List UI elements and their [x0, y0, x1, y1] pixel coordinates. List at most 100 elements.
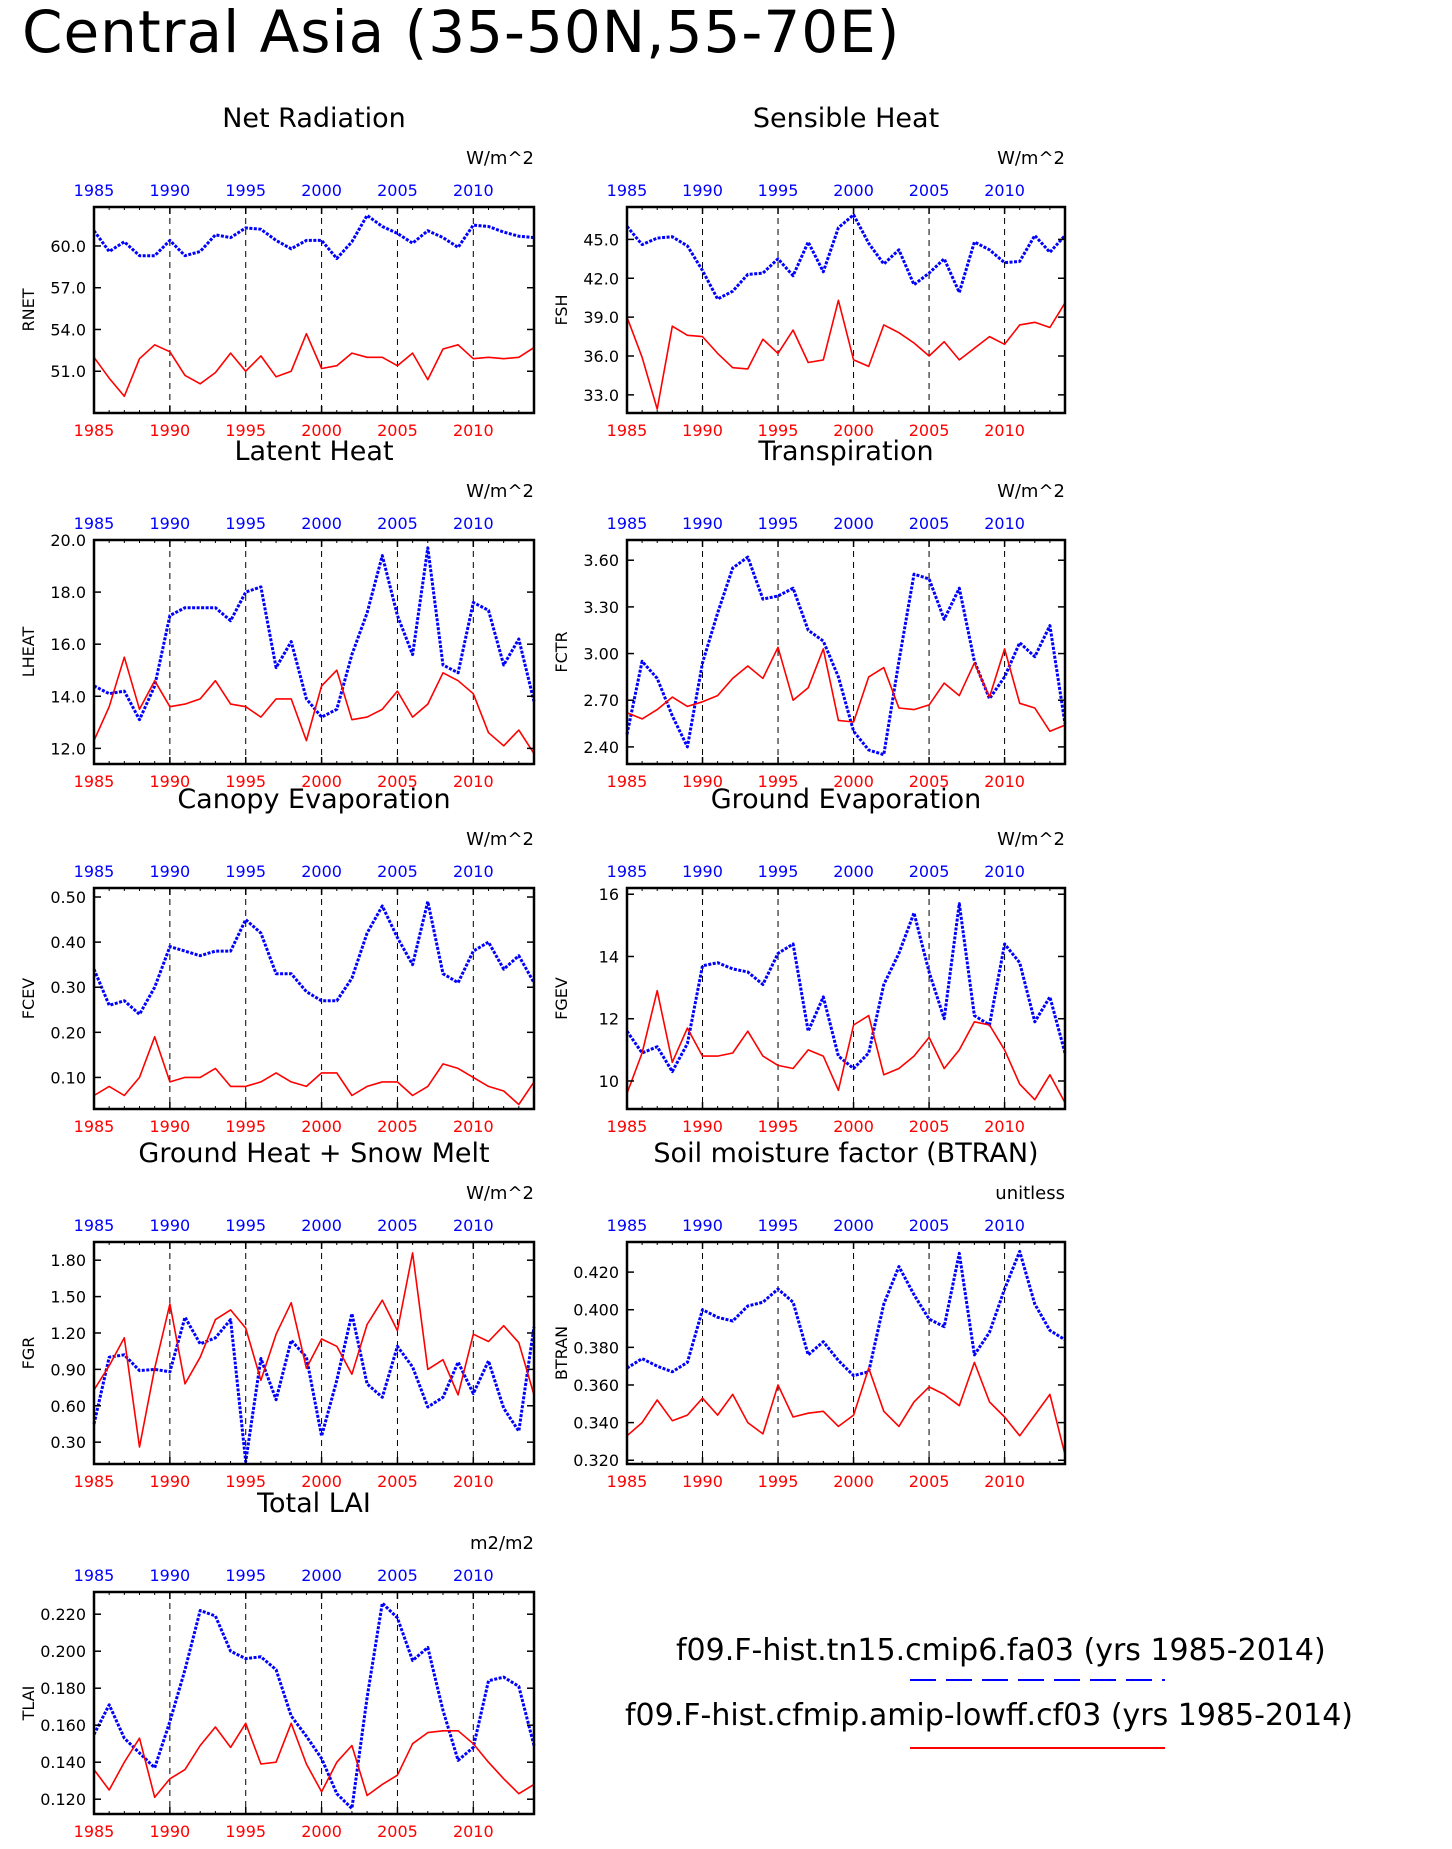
panel-fgev-ytick-1: 12	[599, 1010, 619, 1029]
panel-fgev-ytick-0: 10	[599, 1072, 619, 1091]
panel-tlai-xtick-bottom-1985: 1985	[74, 1822, 115, 1841]
panel-fgr-ytick-0: 0.30	[50, 1433, 86, 1452]
panel-fsh-ytick-2: 39.0	[583, 308, 619, 327]
panel-fgr-ytick-3: 1.20	[50, 1324, 86, 1343]
panel-btran-units: unitless	[995, 1183, 1065, 1204]
panel-fctr-title: Transpiration	[757, 436, 933, 467]
panel-tlai-frame	[92, 1590, 536, 1816]
panel-rnet-xtick-bottom-1995: 1995	[225, 421, 266, 440]
panel-fsh-xtick-bottom-2005: 2005	[909, 421, 950, 440]
panel-fcev-xtick-top-2010: 2010	[453, 862, 494, 881]
panel-fctr-ytick-2: 3.00	[583, 645, 619, 664]
panel-fsh-xtick-top-2005: 2005	[909, 181, 950, 200]
panel-fgr-xtick-bottom-1990: 1990	[150, 1472, 191, 1491]
panel-tlai-xtick-top-2005: 2005	[377, 1566, 418, 1585]
legend-label-1: f09.F-hist.tn15.cmip6.fa03 (yrs 1985-201…	[676, 1633, 1326, 1668]
panel-fgr-xtick-top-2000: 2000	[301, 1216, 342, 1235]
panel-tlai-xtick-bottom-1990: 1990	[150, 1822, 191, 1841]
panel-fctr-xtick-bottom-1985: 1985	[607, 772, 648, 791]
panels: Net Radiation W/m^2 RNET 1985 1985 1990 1990 19…	[19, 103, 1067, 1841]
panel-fsh-xtick-bottom-2010: 2010	[984, 421, 1025, 440]
panel-fsh-xtick-top-1985: 1985	[607, 181, 648, 200]
panel-btran-xtick-bottom-2010: 2010	[984, 1472, 1025, 1491]
panel-rnet-xtick-top-1995: 1995	[225, 181, 266, 200]
panel-fgr-xtick-bottom-2010: 2010	[453, 1472, 494, 1491]
panel-lheat-series-2	[93, 656, 535, 755]
panel-btran-ylabel: BTRAN	[552, 1326, 571, 1380]
panel-lheat-xtick-bottom-2005: 2005	[377, 772, 418, 791]
panel-fcev-xtick-top-1995: 1995	[225, 862, 266, 881]
panel-fgev-ylabel: FGEV	[552, 977, 571, 1020]
legend: f09.F-hist.tn15.cmip6.fa03 (yrs 1985-201…	[625, 1633, 1353, 1749]
panel-btran-xtick-bottom-1995: 1995	[758, 1472, 799, 1491]
panel-fgev-xtick-bottom-2000: 2000	[833, 1117, 874, 1136]
panel-lheat-xtick-bottom-1990: 1990	[150, 772, 191, 791]
panel-fctr-xtick-top-1990: 1990	[682, 514, 723, 533]
panel-tlai-xtick-bottom-2005: 2005	[377, 1822, 418, 1841]
panel-fsh-ytick-1: 36.0	[583, 347, 619, 366]
panel-fcev-units: W/m^2	[466, 829, 534, 850]
panel-fgr-frame	[92, 1240, 536, 1466]
panel-lheat-title: Latent Heat	[234, 436, 393, 467]
panel-fgr: Ground Heat + Snow Melt W/m^2 FGR 1985 1985 1…	[19, 1138, 536, 1491]
panel-btran-ytick-0: 0.320	[573, 1451, 619, 1470]
panel-fgev-xtick-bottom-2005: 2005	[909, 1117, 950, 1136]
panel-fctr-xtick-top-1985: 1985	[607, 514, 648, 533]
panel-fcev-ylabel: FCEV	[19, 978, 38, 1019]
panel-lheat-xtick-bottom-2000: 2000	[301, 772, 342, 791]
panel-fgev-xtick-bottom-1995: 1995	[758, 1117, 799, 1136]
panel-fgr-ytick-5: 1.80	[50, 1251, 86, 1270]
panel-fsh: Sensible Heat W/m^2 FSH 1985 1985 1990 1990 199…	[552, 103, 1067, 440]
panel-fctr-ytick-4: 3.60	[583, 551, 619, 570]
panel-rnet-xtick-bottom-2000: 2000	[301, 421, 342, 440]
panel-fgr-title: Ground Heat + Snow Melt	[138, 1138, 489, 1169]
panel-btran: Soil moisture factor (BTRAN) unitless BTRA…	[552, 1138, 1067, 1491]
panel-lheat-ytick-3: 18.0	[50, 583, 86, 602]
panel-lheat-ylabel: LHEAT	[19, 627, 38, 678]
panel-fctr-frame	[625, 538, 1067, 766]
panel-rnet-xtick-bottom-2010: 2010	[453, 421, 494, 440]
panel-btran-series-2	[626, 1361, 1066, 1455]
panel-fgev-xtick-top-2010: 2010	[984, 862, 1025, 881]
panel-tlai-ytick-1: 0.140	[40, 1753, 86, 1772]
panel-btran-xtick-top-2000: 2000	[833, 1216, 874, 1235]
panel-tlai-xtick-top-2000: 2000	[301, 1566, 342, 1585]
panel-fsh-xtick-bottom-1985: 1985	[607, 421, 648, 440]
panel-lheat-xtick-top-2010: 2010	[453, 514, 494, 533]
panel-fcev-series-1	[92, 900, 536, 1016]
panel-rnet-xtick-bottom-1985: 1985	[74, 421, 115, 440]
panel-fgev-units: W/m^2	[997, 829, 1065, 850]
panel-rnet-series-1	[92, 213, 535, 260]
panel-fgr-ylabel: FGR	[19, 1337, 38, 1370]
panel-fgev-title: Ground Evaporation	[711, 784, 982, 815]
panel-rnet-xtick-top-1985: 1985	[74, 181, 115, 200]
panel-fgr-xtick-bottom-2005: 2005	[377, 1472, 418, 1491]
panel-fctr-ytick-3: 3.30	[583, 598, 619, 617]
panel-fctr-series-1	[625, 555, 1067, 757]
panel-rnet-xtick-bottom-1990: 1990	[150, 421, 191, 440]
panel-fsh-ytick-0: 33.0	[583, 386, 619, 405]
panel-tlai-ytick-5: 0.220	[40, 1605, 86, 1624]
panel-btran-xtick-bottom-2005: 2005	[909, 1472, 950, 1491]
panel-tlai-xtick-top-1995: 1995	[225, 1566, 266, 1585]
panel-fctr-ylabel: FCTR	[552, 631, 571, 672]
panel-fsh-series-2	[626, 299, 1066, 410]
panel-fctr-xtick-bottom-2010: 2010	[984, 772, 1025, 791]
panel-fgr-xtick-top-2010: 2010	[453, 1216, 494, 1235]
panel-rnet-xtick-top-1990: 1990	[150, 181, 191, 200]
panel-tlai-xtick-bottom-1995: 1995	[225, 1822, 266, 1841]
panel-rnet-xtick-bottom-2005: 2005	[377, 421, 418, 440]
panel-rnet-frame	[92, 205, 536, 415]
panel-fctr-ytick-0: 2.40	[583, 738, 619, 757]
panel-fctr-xtick-bottom-2000: 2000	[833, 772, 874, 791]
panel-tlai-title: Total LAI	[256, 1488, 371, 1519]
panel-tlai-ytick-4: 0.200	[40, 1642, 86, 1661]
panel-fgev-ytick-3: 16	[599, 885, 619, 904]
panel-fsh-series-1	[625, 213, 1067, 301]
panel-fgr-xtick-top-2005: 2005	[377, 1216, 418, 1235]
panel-tlai-xtick-top-1990: 1990	[150, 1566, 191, 1585]
panel-fgev-xtick-bottom-2010: 2010	[984, 1117, 1025, 1136]
panel-fctr-xtick-top-2005: 2005	[909, 514, 950, 533]
panel-tlai-series-1	[92, 1601, 536, 1810]
